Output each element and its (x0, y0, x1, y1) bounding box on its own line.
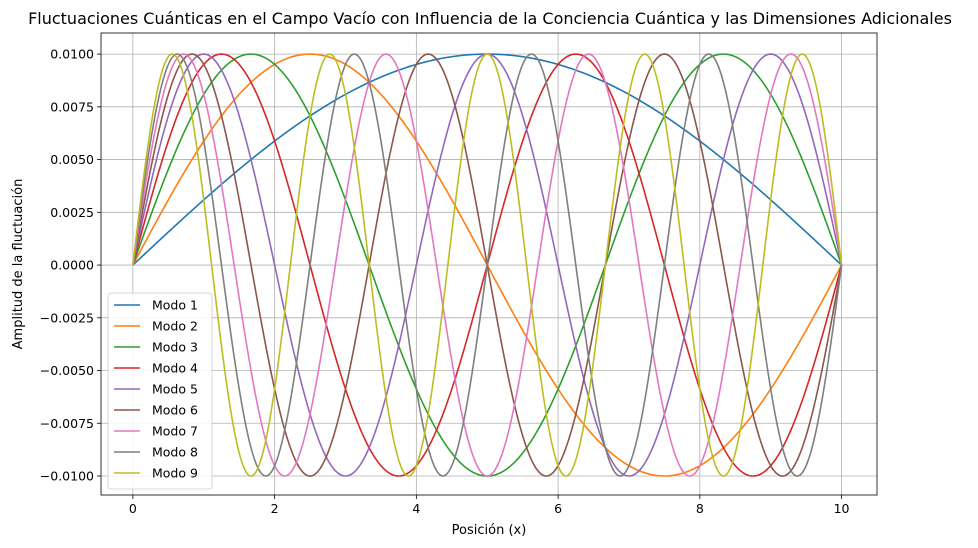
series-line-modo-8 (132, 53, 843, 477)
y-tick-label: 0.0025 (50, 205, 94, 220)
x-tick-label: 4 (412, 501, 420, 516)
y-tick-label: −0.0025 (40, 310, 94, 325)
chart-title: Fluctuaciones Cuánticas en el Campo Vací… (28, 9, 952, 28)
legend-label-modo-8: Modo 8 (152, 445, 198, 460)
y-tick-label: 0.0050 (50, 152, 94, 167)
x-tick-label: 8 (696, 501, 704, 516)
x-tick-label: 10 (834, 501, 850, 516)
y-tick-label: −0.0050 (40, 363, 94, 378)
y-tick-label: 0.0100 (50, 47, 94, 62)
x-axis: 0 2 4 6 8 10 (129, 495, 850, 516)
y-tick-label: −0.0075 (40, 416, 94, 431)
x-tick-label: 2 (271, 501, 279, 516)
legend-label-modo-9: Modo 9 (152, 466, 198, 481)
plot-frame (100, 32, 878, 496)
legend-label-modo-7: Modo 7 (152, 424, 198, 439)
x-axis-label: Posición (x) (452, 523, 527, 538)
x-tick-label: 6 (554, 501, 562, 516)
y-axis-label: Amplitud de la fluctuación (11, 179, 26, 350)
series-line-modo-9 (132, 53, 843, 477)
series-layer (132, 53, 843, 477)
y-tick-label: 0.0075 (50, 99, 94, 114)
x-tick-label: 0 (129, 501, 137, 516)
y-axis: −0.0100 −0.0075 −0.0050 −0.0025 0.0000 0.0025… (40, 47, 101, 484)
y-tick-label: −0.0100 (40, 469, 94, 484)
legend-label-modo-3: Modo 3 (152, 340, 198, 355)
legend-label-modo-5: Modo 5 (152, 382, 198, 397)
legend-label-modo-2: Modo 2 (152, 319, 198, 334)
legend-box (107, 292, 213, 490)
legend-label-modo-4: Modo 4 (152, 361, 198, 376)
legend-label-modo-6: Modo 6 (152, 403, 198, 418)
series-line-modo-7 (132, 53, 843, 477)
legend-label-modo-1: Modo 1 (152, 298, 198, 313)
legend: Modo 1 Modo 2 Modo 3 Modo 4 Modo 5 Modo 6 Modo… (107, 292, 213, 490)
y-tick-label: 0.0000 (50, 258, 94, 273)
